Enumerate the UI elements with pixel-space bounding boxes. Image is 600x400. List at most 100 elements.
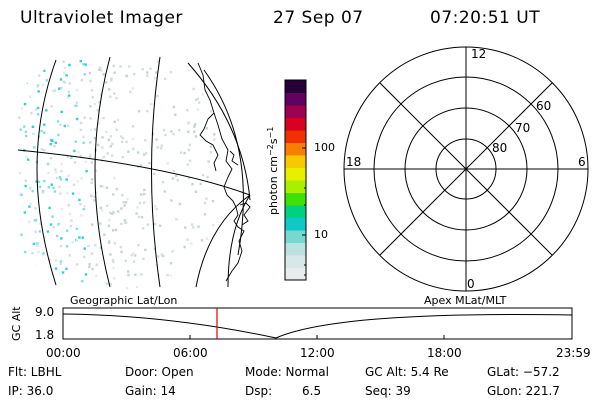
emission-pixel — [124, 201, 128, 204]
photon-flux-colorbar: photon cm−2s−1 — [266, 79, 307, 281]
emission-pixel — [90, 89, 94, 92]
emission-pixel — [57, 223, 60, 226]
emission-pixel — [34, 230, 37, 233]
emission-pixel — [94, 274, 98, 277]
emission-pixel — [25, 81, 28, 84]
emission-pixel — [58, 176, 62, 179]
emission-pixel — [207, 160, 210, 163]
emission-pixel — [184, 226, 187, 229]
emission-pixel — [126, 287, 129, 290]
emission-pixel — [35, 108, 38, 111]
emission-pixel — [59, 123, 62, 126]
emission-pixel — [100, 209, 104, 212]
apex-coords-label: Apex MLat/MLT — [424, 294, 507, 307]
emission-pixel — [203, 201, 206, 205]
emission-pixel — [82, 63, 85, 66]
emission-pixel — [120, 135, 123, 138]
emission-pixel — [54, 171, 58, 174]
emission-pixel — [63, 66, 67, 69]
emission-pixel — [93, 199, 96, 202]
emission-pixel — [82, 207, 85, 211]
emission-pixel — [159, 147, 163, 150]
colorbar-ticks — [302, 147, 306, 276]
emission-pixel — [54, 168, 57, 171]
emission-pixel — [90, 161, 93, 164]
emission-pixel — [59, 260, 63, 263]
mlat-label-60: 60 — [536, 99, 551, 113]
emission-pixel — [88, 262, 91, 266]
emission-pixel — [172, 105, 176, 109]
emission-pixel — [51, 89, 55, 93]
emission-pixel — [201, 93, 205, 96]
colorbar-band — [285, 80, 306, 93]
emission-pixel — [105, 130, 108, 134]
emission-pixel — [52, 225, 55, 229]
emission-pixel — [111, 142, 114, 146]
emission-pixel — [166, 162, 169, 165]
emission-pixel — [28, 205, 31, 208]
emission-pixel — [135, 212, 138, 215]
emission-pixel — [107, 224, 111, 227]
emission-pixel — [89, 117, 92, 120]
emission-pixel — [28, 95, 32, 98]
emission-pixel — [37, 113, 40, 116]
emission-pixel — [59, 262, 62, 265]
emission-pixel — [54, 141, 57, 144]
emission-pixel — [60, 207, 64, 211]
emission-pixel — [89, 152, 92, 156]
emission-pixel — [60, 169, 63, 173]
emission-pixel — [25, 155, 28, 158]
emission-pixel — [20, 107, 24, 110]
emission-pixel — [78, 236, 81, 239]
emission-pixel — [213, 138, 216, 141]
emission-pixel — [50, 105, 53, 108]
mlt-label-dusk: 18 — [346, 155, 361, 169]
emission-pixel — [18, 172, 22, 175]
emission-pixel — [198, 101, 201, 104]
emission-pixel — [157, 255, 160, 258]
emission-pixel — [140, 216, 144, 219]
emission-pixel — [76, 180, 80, 183]
emission-pixel — [43, 69, 46, 72]
emission-pixel — [84, 273, 88, 276]
emission-pixel — [110, 79, 113, 82]
emission-pixel — [161, 180, 165, 184]
emission-pixel — [176, 276, 179, 280]
emission-pixel — [213, 264, 216, 267]
emission-pixel — [193, 278, 196, 281]
emission-pixel — [95, 263, 98, 266]
emission-pixel — [205, 127, 208, 130]
emission-pixel — [183, 151, 186, 155]
emission-pixel — [20, 67, 23, 70]
emission-pixel — [60, 86, 63, 90]
emission-pixel — [38, 185, 42, 189]
mlt-label-midnight: 0 — [467, 277, 475, 291]
emission-pixel — [80, 79, 83, 82]
emission-pixel — [68, 212, 72, 216]
emission-pixel — [115, 187, 118, 191]
emission-pixel — [36, 85, 39, 88]
colorbar-band — [285, 217, 306, 231]
emission-pixel — [65, 245, 69, 248]
emission-pixel — [202, 276, 205, 280]
emission-pixel — [71, 192, 75, 195]
emission-pixel — [47, 186, 50, 189]
emission-pixel — [89, 141, 92, 144]
emission-pixel — [112, 64, 115, 68]
emission-pixel — [127, 270, 130, 273]
emission-pixel — [88, 71, 92, 75]
emission-pixel — [66, 96, 69, 100]
emission-pixel — [172, 170, 176, 173]
emission-pixel — [178, 128, 181, 132]
emission-pixel — [170, 199, 173, 202]
gc-altitude-curve — [62, 313, 573, 339]
time-tick-0600: 06:00 — [173, 346, 208, 360]
emission-pixel — [83, 73, 86, 76]
emission-pixel — [63, 71, 66, 74]
emission-pixel — [109, 253, 112, 256]
emission-pixel — [83, 255, 86, 259]
emission-pixel — [146, 223, 149, 226]
emission-pixel — [141, 227, 145, 230]
emission-pixel — [206, 258, 209, 261]
emission-pixel — [90, 252, 94, 255]
